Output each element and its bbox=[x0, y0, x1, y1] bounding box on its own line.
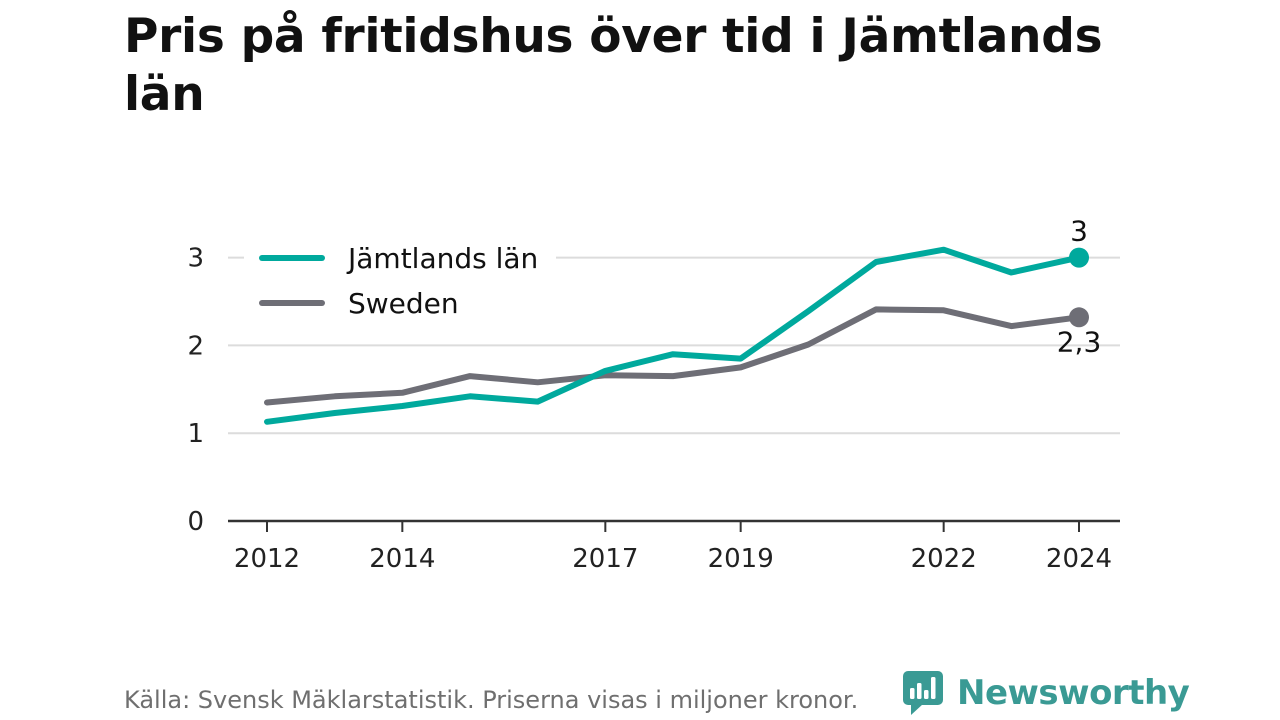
legend-label-j-mtlands-l-n: Jämtlands län bbox=[346, 242, 538, 275]
legend: Jämtlands län Sweden bbox=[244, 236, 556, 324]
series-line-sweden bbox=[264, 306, 1082, 406]
y-tick-label-3: 3 bbox=[187, 244, 204, 274]
y-tick-labels: 0 1 2 3 bbox=[187, 244, 204, 537]
end-markers: 2,33 bbox=[1057, 215, 1102, 359]
newsworthy-logo: Newsworthy bbox=[903, 671, 1190, 715]
x-tick-label-2017: 2017 bbox=[572, 544, 638, 574]
x-tick-label-2014: 2014 bbox=[369, 544, 435, 574]
legend-background bbox=[244, 236, 556, 324]
end-label-j-mtlands-l-n: 3 bbox=[1070, 215, 1088, 248]
legend-label-sweden: Sweden bbox=[348, 287, 459, 320]
source-note: Källa: Svensk Mäklarstatistik. Priserna … bbox=[124, 686, 859, 714]
y-tick-label-0: 0 bbox=[187, 507, 204, 537]
x-axis: 2012 2014 2017 2019 2022 2024 bbox=[228, 519, 1120, 574]
x-tick-label-2019: 2019 bbox=[708, 544, 774, 574]
end-label-sweden: 2,3 bbox=[1057, 325, 1102, 358]
chart-title: Pris på fritidshus över tid i Jämtlands … bbox=[124, 9, 1103, 122]
end-point-sweden bbox=[1069, 307, 1089, 328]
x-tick-label-2012: 2012 bbox=[234, 544, 300, 574]
y-tick-label-1: 1 bbox=[187, 419, 204, 449]
y-tick-label-2: 2 bbox=[187, 331, 204, 361]
series-lines bbox=[264, 246, 1082, 425]
x-tick-label-2024: 2024 bbox=[1046, 544, 1112, 574]
newsworthy-chart-icon bbox=[903, 671, 943, 715]
end-point-j-mtlands-l-n bbox=[1069, 247, 1089, 268]
newsworthy-wordmark: Newsworthy bbox=[957, 673, 1190, 713]
x-tick-label-2022: 2022 bbox=[911, 544, 977, 574]
series-line-j-mtlands-l-n bbox=[264, 246, 1082, 425]
